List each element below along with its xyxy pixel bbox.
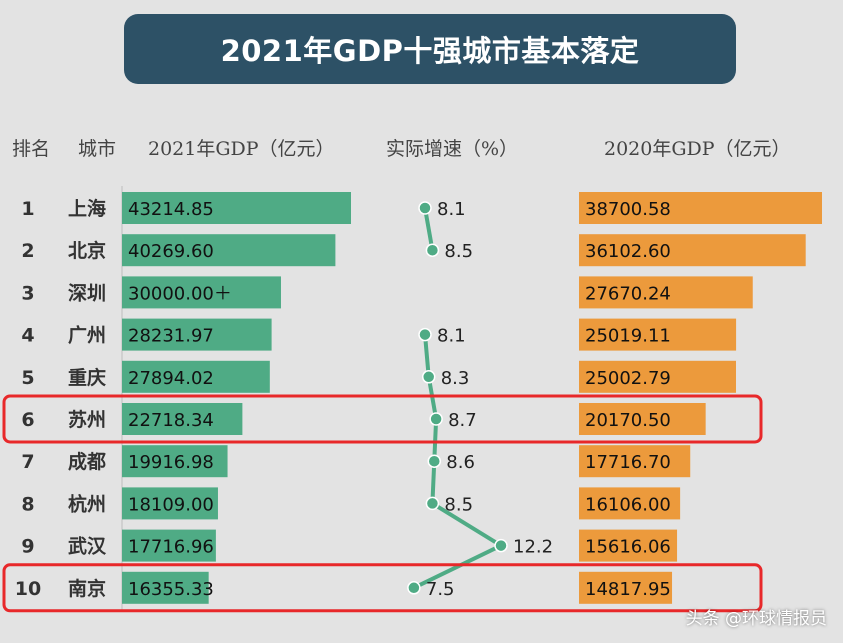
bar-gdp-2020-label: 25019.11 <box>585 326 671 347</box>
rank-label: 6 <box>21 409 34 431</box>
header-gdp-2020: 2020年GDP（亿元） <box>604 138 791 160</box>
bar-gdp-2020-label: 14817.95 <box>585 579 671 600</box>
highlight-box <box>2 394 763 444</box>
rank-label: 5 <box>21 367 34 389</box>
city-label: 南京 <box>68 577 106 600</box>
bar-gdp-2020-label: 36102.60 <box>585 241 671 262</box>
chart-title: 2021年GDP十强城市基本落定 <box>124 14 736 84</box>
bar-gdp-2021-label: 30000.00＋ <box>128 283 232 304</box>
growth-point <box>418 201 432 215</box>
growth-label: 8.7 <box>448 410 477 431</box>
growth-line <box>423 207 435 251</box>
bar-gdp-2020-label: 15616.06 <box>585 537 671 558</box>
growth-label: 8.5 <box>444 241 473 262</box>
header-rank: 排名 <box>12 138 51 160</box>
header-growth: 实际增速（%） <box>386 138 519 160</box>
bar-gdp-2020 <box>579 276 753 309</box>
growth-point <box>407 581 421 595</box>
bar-gdp-2021 <box>122 276 281 309</box>
bar-gdp-2021 <box>122 571 209 604</box>
bar-gdp-2021 <box>122 192 351 224</box>
growth-label: 8.6 <box>446 452 475 473</box>
city-label: 深圳 <box>68 281 106 304</box>
rank-label: 8 <box>21 493 34 515</box>
rank-label: 2 <box>21 240 34 262</box>
bar-gdp-2021-label: 22718.34 <box>128 410 214 431</box>
bar-gdp-2021 <box>122 360 270 393</box>
bar-gdp-2020-label: 27670.24 <box>585 283 671 304</box>
bar-gdp-2020 <box>579 360 736 393</box>
rank-label: 3 <box>21 282 34 304</box>
bar-gdp-2020 <box>579 403 706 435</box>
bar-gdp-2021-label: 28231.97 <box>128 326 214 347</box>
city-label: 成都 <box>68 450 106 473</box>
bar-gdp-2020 <box>579 487 681 520</box>
bar-gdp-2020-label: 16106.00 <box>585 494 671 515</box>
rank-label: 10 <box>15 578 41 600</box>
city-label: 重庆 <box>68 366 106 389</box>
growth-point <box>418 327 432 342</box>
bar-gdp-2021-label: 19916.98 <box>128 452 214 473</box>
bar-gdp-2020 <box>579 529 678 562</box>
growth-point <box>429 412 443 426</box>
growth-point <box>425 243 440 257</box>
bar-gdp-2021-label: 16355.33 <box>128 579 214 600</box>
growth-point <box>421 370 436 384</box>
city-label: 苏州 <box>68 408 106 431</box>
growth-label: 8.1 <box>437 326 466 347</box>
bar-gdp-2021 <box>122 487 218 520</box>
bar-gdp-2020 <box>579 445 691 478</box>
header-gdp-2021: 2021年GDP（亿元） <box>148 138 335 160</box>
city-label: 北京 <box>68 239 106 262</box>
rank-label: 7 <box>21 451 34 473</box>
bar-gdp-2021 <box>122 445 228 478</box>
growth-label: 7.5 <box>426 579 455 600</box>
growth-point <box>427 454 442 468</box>
bar-gdp-2021 <box>122 529 216 562</box>
bar-gdp-2021-label: 27894.02 <box>128 368 214 389</box>
bar-gdp-2020 <box>579 234 806 267</box>
bar-gdp-2021 <box>122 403 243 435</box>
bar-gdp-2021 <box>122 234 336 267</box>
bar-gdp-2021-label: 17716.96 <box>128 537 214 558</box>
bar-gdp-2020-label: 20170.50 <box>585 410 671 431</box>
growth-label: 8.3 <box>441 368 470 389</box>
rank-label: 1 <box>21 198 34 220</box>
city-label: 上海 <box>68 197 106 220</box>
bar-gdp-2021-label: 43214.85 <box>128 199 214 220</box>
city-label: 广州 <box>68 324 106 347</box>
bar-gdp-2020-label: 17716.70 <box>585 452 671 473</box>
bar-gdp-2020 <box>579 318 737 351</box>
growth-point <box>425 496 440 511</box>
growth-label: 8.1 <box>437 199 466 220</box>
growth-label: 12.2 <box>513 537 553 558</box>
highlight-box <box>2 563 763 613</box>
city-label: 杭州 <box>68 492 106 515</box>
rank-label: 9 <box>21 536 34 558</box>
bar-gdp-2020 <box>579 571 673 604</box>
bar-gdp-2021 <box>122 318 272 351</box>
header-city: 城市 <box>78 138 117 160</box>
bar-gdp-2021-label: 40269.60 <box>128 241 214 262</box>
bar-gdp-2020-label: 25002.79 <box>585 368 671 389</box>
growth-point <box>494 538 508 553</box>
growth-label: 8.5 <box>444 494 473 515</box>
bar-gdp-2020 <box>579 192 822 224</box>
city-label: 武汉 <box>68 536 107 558</box>
rank-label: 4 <box>21 325 34 347</box>
bar-gdp-2020-label: 38700.58 <box>585 199 671 220</box>
watermark: 头条 @环球情报员 <box>685 609 827 629</box>
bar-gdp-2021-label: 18109.00 <box>128 494 214 515</box>
